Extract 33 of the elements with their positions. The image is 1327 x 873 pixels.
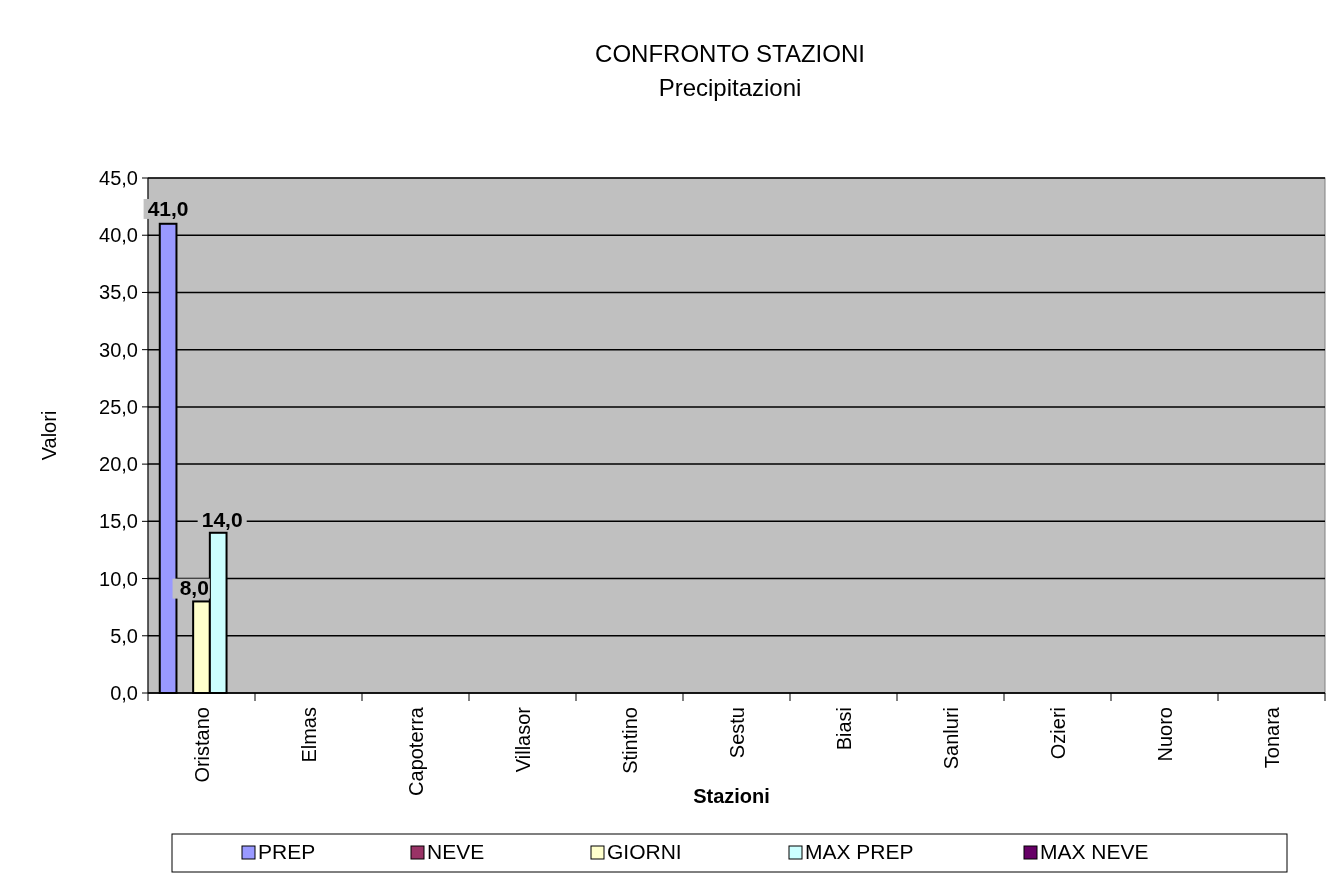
x-axis-title: Stazioni [693,785,770,807]
data-label: 8,0 [179,576,209,600]
legend-label: PREP [258,840,316,863]
x-tick-label: Stintino [618,707,641,774]
x-tick-label: Nuoro [1153,707,1176,762]
x-tick-label: Ozieri [1046,707,1069,760]
y-tick-label: 15,0 [99,510,138,533]
x-tick-label: Sestu [725,707,748,759]
legend-label: MAX PREP [805,840,914,863]
chart-subtitle: Precipitazioni [658,74,802,101]
y-axis-title: Valori [38,410,60,461]
y-tick-label: 40,0 [99,224,138,247]
y-tick-label: 10,0 [99,567,138,590]
y-tick-label: 25,0 [99,395,138,418]
x-tick-label: Villasor [511,706,534,773]
y-tick-label: 5,0 [110,624,138,647]
legend-label: MAX NEVE [1040,840,1149,863]
y-tick-label: 45,0 [99,167,138,189]
x-tick-label: Capoterra [404,706,427,796]
y-tick-label: 30,0 [99,338,138,361]
x-tick-label: Tonara [1260,706,1283,769]
legend-label: GIORNI [607,840,682,863]
data-label: 14,0 [201,507,243,531]
y-tick-label: 20,0 [99,453,138,476]
chart-title: CONFRONTO STAZIONI [595,40,865,67]
y-tick-label: 0,0 [110,682,138,704]
legend-label: NEVE [427,840,485,863]
y-tick-label: 35,0 [99,281,138,304]
x-tick-label: Biasi [832,707,855,751]
x-tick-label: Sanluri [939,707,962,770]
data-label: 41,0 [147,196,189,220]
x-tick-label: Elmas [297,707,320,763]
x-tick-label: Oristano [190,707,213,783]
